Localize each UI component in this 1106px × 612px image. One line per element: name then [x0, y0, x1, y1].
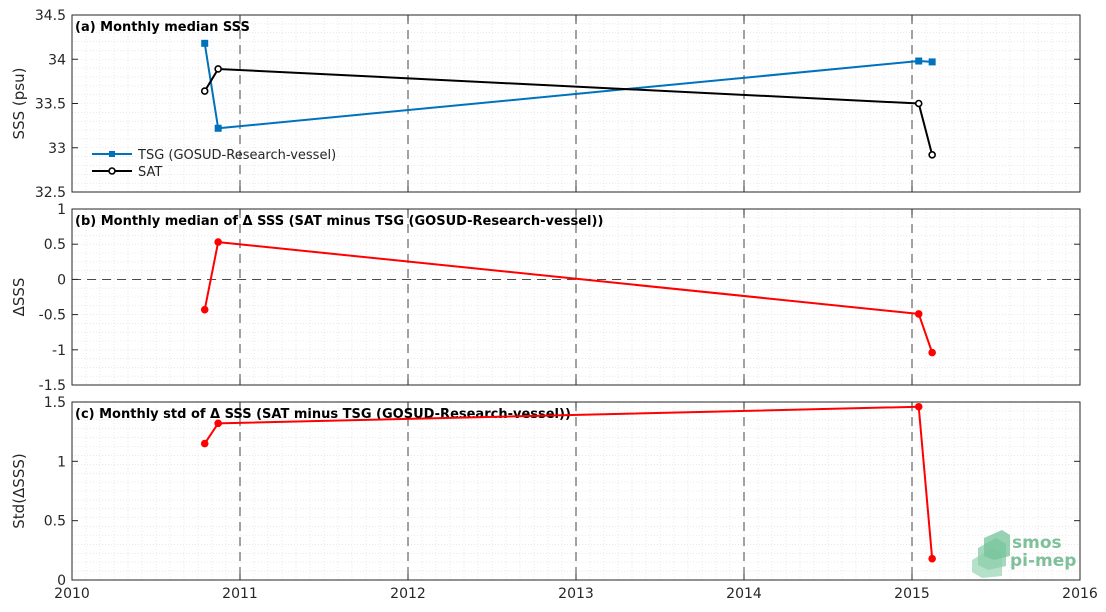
y-tick-label: -1: [52, 343, 66, 359]
data-point: [214, 65, 222, 73]
y-tick-label: -1.5: [39, 378, 66, 394]
logo-text-pi-mep: pi-mep: [1010, 551, 1076, 571]
y-tick-label: 0.5: [44, 237, 66, 253]
series-line: [203, 67, 934, 156]
panel-title: (c) Monthly std of Δ SSS (SAT minus TSG …: [75, 407, 571, 422]
panel-2: -1.5 -1 -0.5 0 0.5 1 ΔSSS (b) Monthly median of…: [10, 202, 1081, 394]
y-tick-label: 0: [57, 573, 66, 589]
y-tick-label: 33.5: [35, 97, 66, 113]
series-line: [203, 405, 934, 559]
x-tick-label: 2011: [222, 586, 258, 602]
legend-marker: [108, 167, 116, 175]
legend-label: TSG (GOSUD-Research-vessel): [137, 148, 336, 163]
data-point: [914, 402, 923, 411]
logo-text-smos: smos: [1012, 533, 1062, 553]
panel-1: 32.5 33 33.5 34 34.5 SSS (psu) (a) Monthly med…: [10, 8, 1081, 201]
series-sat: [200, 65, 936, 159]
data-point: [200, 305, 209, 314]
y-tick-label: 1: [57, 202, 66, 218]
y-tick-label: 34: [48, 52, 66, 68]
data-point: [200, 87, 209, 95]
y-tick-label: 0: [57, 272, 66, 288]
legend-marker: [109, 151, 115, 157]
data-point: [214, 238, 222, 246]
data-point: [201, 39, 209, 47]
data-point: [928, 58, 936, 66]
x-tick-label: 2015: [894, 586, 930, 602]
y-tick-label: 33: [48, 141, 66, 157]
data-point: [214, 124, 222, 132]
panel-title: (b) Monthly median of Δ SSS (SAT minus T…: [75, 214, 603, 229]
series-tsg: [201, 39, 936, 132]
smos-pi-mep-logo: smos pi-mep: [972, 530, 1076, 578]
y-axis-label: ΔSSS: [10, 278, 28, 317]
data-point: [214, 419, 222, 428]
panel-title: (a) Monthly median SSS: [75, 20, 250, 35]
series-line: [203, 43, 933, 130]
y-axis-label: Std(ΔSSS): [10, 453, 28, 528]
data-point: [914, 310, 923, 318]
series-line: [203, 241, 934, 353]
x-tick-label: 2010: [54, 586, 90, 602]
data-point: [915, 57, 923, 65]
y-tick-label: 1: [57, 454, 66, 470]
x-tick-label: 2012: [390, 586, 426, 602]
series-delta: [200, 402, 936, 563]
y-tick-label: 0.5: [44, 514, 66, 530]
data-point: [928, 554, 936, 563]
y-tick-label: -0.5: [39, 308, 66, 324]
data-point: [928, 151, 936, 159]
legend: TSG (GOSUD-Research-vessel) SAT: [92, 148, 336, 180]
y-axis-label: SSS (psu): [10, 68, 28, 140]
panel-3: 0 0.5 1 1.5 2010 2011 2012 2013 2014 2015 2016 Std(…: [10, 395, 1098, 602]
data-point: [928, 348, 936, 357]
y-tick-label: 34.5: [35, 8, 66, 24]
y-tick-label: 1.5: [44, 395, 66, 411]
x-tick-label: 2014: [726, 586, 762, 602]
legend-label: SAT: [138, 165, 162, 180]
data-point: [200, 439, 209, 448]
data-point: [914, 99, 923, 108]
x-tick-label: 2016: [1062, 586, 1098, 602]
x-tick-label: 2013: [558, 586, 594, 602]
series-delta: [200, 238, 936, 357]
y-tick-label: 32.5: [35, 185, 66, 201]
